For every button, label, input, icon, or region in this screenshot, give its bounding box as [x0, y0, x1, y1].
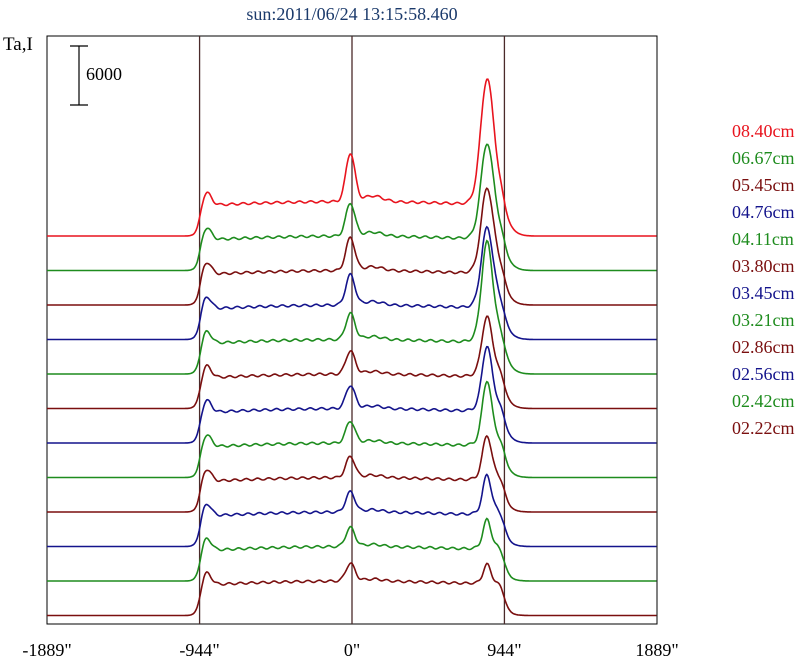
reference-lines: [198, 36, 506, 624]
series-layer: [47, 78, 657, 617]
legend-item: 02.56cm: [732, 364, 795, 384]
x-tick-label: -944": [179, 640, 219, 660]
series-line: [47, 239, 657, 375]
series-line: [47, 517, 657, 582]
legend-item: 04.76cm: [732, 202, 795, 222]
legend-item: 04.11cm: [732, 229, 794, 249]
series-line: [47, 380, 657, 479]
legend-item: 02.42cm: [732, 391, 795, 411]
legend-item: 03.80cm: [732, 256, 795, 276]
series-line: [47, 225, 657, 341]
x-tick-label: 1889": [635, 640, 678, 660]
legend-item: 03.21cm: [732, 310, 795, 330]
x-tick-labels: -1889" -944" 0" 944" 1889": [22, 640, 678, 660]
legend-item: 06.67cm: [732, 148, 795, 168]
series-line: [47, 78, 657, 237]
legend-item: 03.45cm: [732, 283, 795, 303]
legend-item: 02.86cm: [732, 337, 795, 357]
series-line: [47, 187, 657, 306]
x-tick-label: 0": [344, 640, 360, 660]
x-tick-label: 944": [487, 640, 521, 660]
legend-item: 08.40cm: [732, 121, 795, 141]
series-line: [47, 345, 657, 444]
scale-bar: 6000: [70, 45, 122, 106]
series-line: [47, 434, 657, 513]
series-line: [47, 315, 657, 410]
y-axis-label: Ta,I: [3, 34, 33, 55]
legend-item: 05.45cm: [732, 175, 795, 195]
series-line: [47, 143, 657, 272]
legend-item: 02.22cm: [732, 418, 795, 438]
x-tick-label: -1889": [22, 640, 71, 660]
chart-title: sun:2011/06/24 13:15:58.460: [246, 4, 457, 24]
series-line: [47, 473, 657, 548]
scale-bar-label: 6000: [86, 64, 122, 84]
series-line: [47, 562, 657, 617]
legend: 08.40cm 06.67cm 05.45cm 04.76cm 04.11cm 03.80…: [732, 121, 795, 438]
